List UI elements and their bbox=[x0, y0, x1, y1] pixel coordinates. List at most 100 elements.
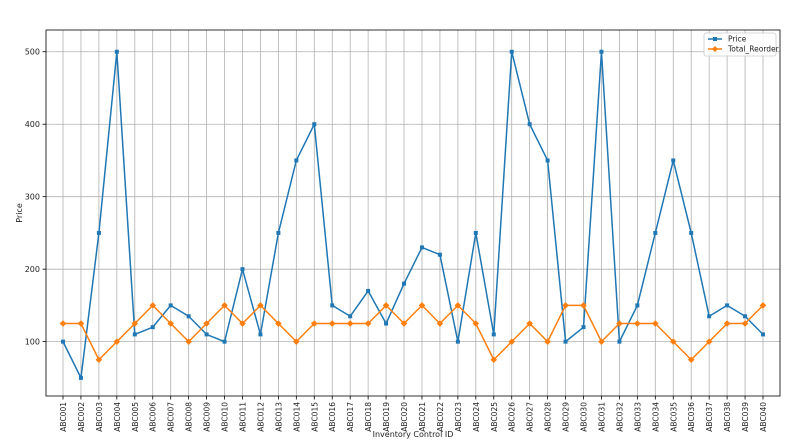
point-total-reorder bbox=[562, 302, 569, 309]
point-total-reorder bbox=[418, 302, 426, 309]
point-total-reorder bbox=[59, 320, 67, 327]
point-total-reorder bbox=[436, 320, 444, 327]
point-total-reorder bbox=[705, 338, 713, 345]
point-total-reorder bbox=[490, 356, 498, 364]
point-total-reorder bbox=[346, 320, 354, 327]
point-total-reorder bbox=[454, 302, 462, 309]
x-tick-label: ABC001 bbox=[59, 402, 68, 432]
point-price bbox=[419, 245, 424, 250]
point-price bbox=[132, 332, 137, 337]
point-total-reorder bbox=[526, 320, 533, 327]
point-total-reorder bbox=[508, 338, 516, 345]
point-price bbox=[635, 303, 640, 308]
point-total-reorder bbox=[741, 320, 749, 327]
point-price bbox=[563, 339, 568, 344]
point-total-reorder bbox=[185, 338, 192, 345]
x-tick-label: ABC006 bbox=[149, 402, 158, 432]
point-price bbox=[473, 230, 478, 235]
point-total-reorder bbox=[328, 320, 336, 327]
x-tick-label: ABC030 bbox=[580, 402, 589, 432]
x-tick-label: ABC037 bbox=[705, 402, 714, 432]
x-tick-label: ABC038 bbox=[723, 402, 732, 432]
x-tick-label: ABC023 bbox=[454, 402, 463, 432]
x-tick-label: ABC003 bbox=[95, 402, 104, 432]
x-tick-label: ABC034 bbox=[651, 402, 660, 432]
point-total-reorder bbox=[77, 320, 85, 327]
point-total-reorder bbox=[113, 338, 121, 345]
point-total-reorder bbox=[131, 320, 139, 327]
point-price bbox=[348, 314, 353, 319]
grid-lines bbox=[46, 30, 780, 396]
point-price bbox=[366, 288, 371, 293]
point-total-reorder bbox=[400, 320, 408, 327]
point-total-reorder bbox=[275, 320, 282, 327]
x-tick-label: ABC017 bbox=[346, 402, 355, 432]
y-tick-label: 400 bbox=[25, 120, 40, 129]
x-tick-label: ABC004 bbox=[113, 402, 122, 432]
x-tick-label: ABC021 bbox=[418, 402, 427, 432]
point-price bbox=[312, 122, 317, 127]
point-total-reorder bbox=[221, 302, 228, 309]
plot-frame bbox=[45, 29, 781, 397]
x-tick-label: ABC014 bbox=[292, 402, 301, 432]
x-tick-label: ABC035 bbox=[669, 402, 678, 432]
point-price bbox=[743, 314, 748, 319]
point-price bbox=[150, 325, 155, 330]
point-price bbox=[617, 339, 622, 344]
y-tick-label: 300 bbox=[25, 193, 40, 202]
point-price bbox=[204, 332, 209, 337]
point-total-reorder bbox=[293, 338, 300, 345]
x-axis-ticks: ABC001 ABC002 ABC003 ABC004 ABC005 ABC006 ABC0… bbox=[59, 396, 768, 432]
point-total-reorder bbox=[634, 320, 641, 327]
point-total-reorder bbox=[759, 302, 767, 309]
point-total-reorder bbox=[203, 320, 210, 327]
y-tick-label: 200 bbox=[25, 265, 40, 274]
series-line-total-reorder bbox=[63, 304, 764, 361]
point-price bbox=[689, 230, 694, 235]
point-price bbox=[581, 325, 586, 330]
point-price bbox=[330, 303, 335, 308]
point-total-reorder bbox=[310, 320, 318, 327]
x-tick-label: ABC009 bbox=[203, 402, 212, 432]
x-tick-label: ABC013 bbox=[274, 402, 283, 432]
point-total-reorder bbox=[544, 338, 551, 345]
point-total-reorder bbox=[167, 320, 174, 327]
x-tick-label: ABC036 bbox=[687, 402, 696, 432]
point-price bbox=[761, 332, 765, 337]
x-tick-label: ABC015 bbox=[310, 402, 319, 432]
point-total-reorder bbox=[687, 356, 695, 364]
x-tick-label: ABC020 bbox=[400, 402, 409, 432]
point-price bbox=[653, 230, 658, 235]
x-tick-label: ABC040 bbox=[759, 402, 768, 432]
point-price bbox=[61, 339, 65, 344]
y-tick-label: 100 bbox=[25, 338, 40, 347]
point-price bbox=[527, 122, 532, 127]
x-tick-label: ABC019 bbox=[382, 402, 391, 432]
x-tick-label: ABC018 bbox=[364, 402, 373, 432]
point-total-reorder bbox=[257, 302, 264, 309]
point-total-reorder bbox=[669, 338, 677, 345]
point-total-reorder bbox=[652, 320, 659, 327]
point-total-reorder bbox=[580, 302, 587, 309]
x-tick-label: ABC016 bbox=[328, 402, 337, 432]
x-axis-label: Inventory Control ID bbox=[373, 430, 454, 439]
point-price bbox=[671, 158, 676, 163]
x-tick-label: ABC011 bbox=[238, 402, 247, 432]
series-line-price bbox=[62, 50, 764, 379]
point-price bbox=[491, 332, 496, 337]
point-price bbox=[402, 281, 407, 286]
point-total-reorder bbox=[616, 320, 623, 327]
y-tick-label: 500 bbox=[25, 48, 40, 57]
point-price bbox=[240, 267, 245, 272]
x-tick-label: ABC010 bbox=[221, 402, 230, 432]
point-price bbox=[455, 339, 460, 344]
point-total-reorder bbox=[472, 320, 480, 327]
point-price bbox=[186, 314, 191, 319]
point-price bbox=[707, 314, 712, 319]
point-total-reorder bbox=[95, 356, 103, 364]
point-price bbox=[258, 332, 263, 337]
y-axis-ticks: 100 200 300 400 500 bbox=[25, 48, 46, 347]
point-price bbox=[384, 321, 389, 326]
legend-marker-price bbox=[713, 37, 717, 41]
x-tick-label: ABC029 bbox=[562, 402, 571, 432]
